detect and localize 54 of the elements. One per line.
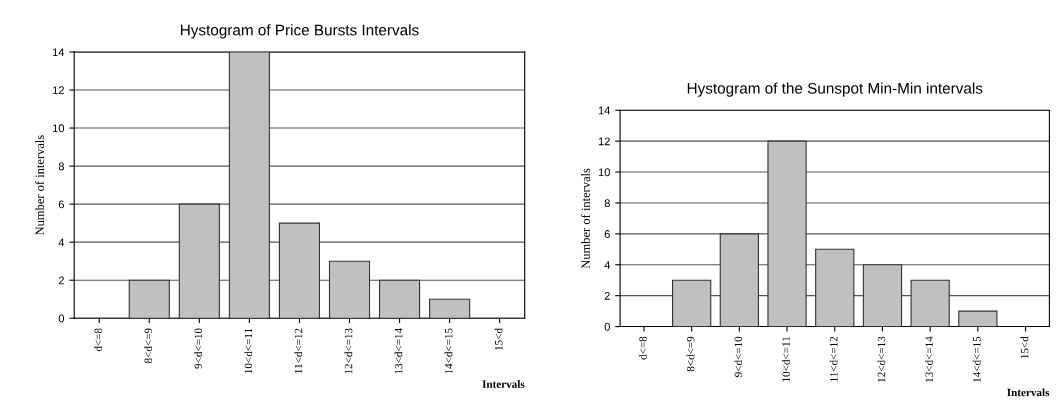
x-tick-label: 12<d<=13: [344, 328, 353, 374]
x-tick-label: 11<d<=12: [294, 328, 303, 374]
bar: [128, 279, 170, 319]
bar: [228, 52, 270, 319]
x-tick-label: 15<d: [494, 328, 503, 350]
bar: [178, 203, 220, 319]
x-tick-label: 11<d<=12: [829, 336, 838, 382]
x-tick-label: 13<d<=14: [925, 336, 933, 382]
y-tick-label: 6: [604, 230, 610, 238]
x-axis-title: Intervals: [482, 380, 525, 388]
y-tick-label: 2: [58, 276, 64, 285]
bar: [719, 233, 759, 327]
x-tick-label: 14<d<=15: [444, 328, 453, 374]
y-tick-label: 10: [598, 168, 610, 177]
x-tick-label: 13<d<=14: [394, 328, 403, 374]
y-tick-label: 0: [604, 322, 610, 331]
x-tick-label: 9<d<=10: [194, 328, 203, 369]
y-tick-label: 8: [604, 199, 610, 208]
x-tick-label: 10<d<=11: [244, 328, 253, 374]
y-tick-label: 8: [58, 162, 64, 171]
y-tick-label: 0: [58, 314, 65, 323]
x-tick-label: 15<d: [1020, 336, 1029, 359]
x-tick-label: 8<d<=9: [144, 328, 153, 363]
y-tick-label: 6: [58, 200, 64, 209]
bar: [429, 298, 471, 319]
y-axis-title: Number of intervals: [35, 135, 45, 236]
bar: [958, 310, 998, 327]
x-tick-label: 8<d<=9: [686, 336, 695, 372]
bar: [328, 260, 371, 319]
x-axis-title: Intervals: [1007, 388, 1050, 397]
chart-title: Hystogram of the Sunspot Min-Min intervals: [687, 82, 983, 97]
y-tick-label: 4: [604, 261, 611, 269]
y-tick-label: 2: [604, 291, 610, 300]
bar: [278, 222, 321, 319]
bar: [910, 279, 950, 327]
x-tick-label: d<=8: [638, 336, 647, 360]
bar: [862, 264, 903, 327]
x-tick-label: d<=8: [94, 328, 103, 352]
x-tick-label: 9<d<=10: [734, 336, 743, 377]
y-tick-label: 10: [52, 124, 65, 133]
bar: [815, 248, 855, 327]
bar: [767, 140, 807, 327]
y-tick-label: 14: [598, 106, 611, 115]
y-tick-label: 12: [598, 137, 610, 146]
bar: [378, 279, 421, 319]
y-tick-label: 12: [52, 86, 64, 95]
y-tick-label: 14: [52, 48, 65, 57]
x-tick-label: 14<d<=15: [972, 336, 981, 382]
bar: [672, 279, 712, 327]
y-tick-label: 4: [58, 238, 65, 247]
x-tick-label: 12<d<=13: [877, 336, 886, 382]
x-tick-label: 10<d<=11: [782, 336, 790, 382]
chart-title: Hystogram of Price Bursts Intervals: [181, 24, 419, 39]
y-axis-title: Number of intervals: [581, 168, 590, 269]
